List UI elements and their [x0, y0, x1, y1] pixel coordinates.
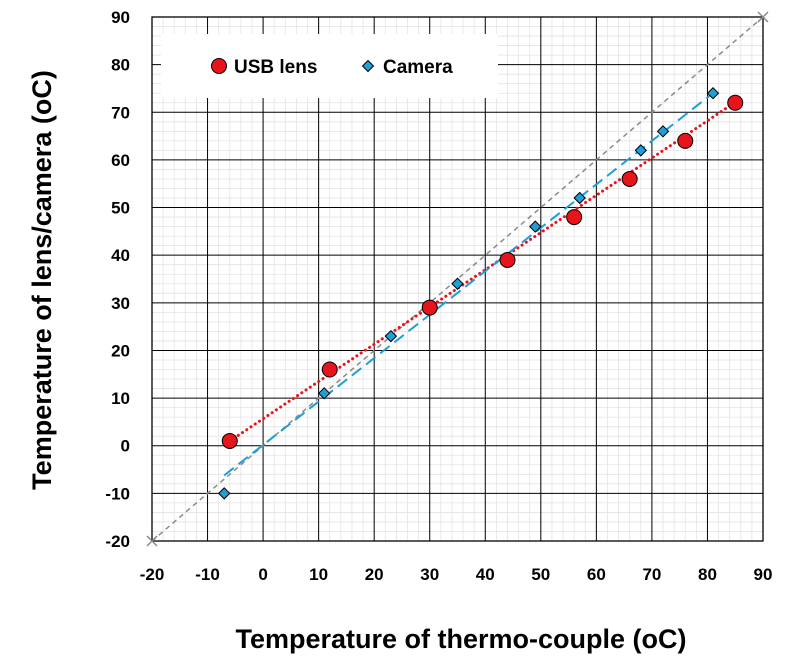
y-axis-title: Temperature of lens/camera (oC) [27, 70, 57, 490]
plot-area-border [151, 16, 764, 542]
minor-grid [152, 17, 763, 541]
camera-point [384, 329, 398, 343]
x-tick-label: 50 [531, 565, 550, 584]
legend-marker-usb-lens [211, 58, 227, 74]
usb-lens-point [727, 94, 744, 111]
reference-line-end-marker [757, 11, 769, 23]
x-tick-label: 30 [420, 565, 439, 584]
x-tick-label: -20 [140, 565, 165, 584]
y-tick-label: 40 [111, 246, 130, 265]
legend-label-camera: Camera [383, 57, 453, 78]
camera-point [656, 125, 670, 138]
y-tick-label: 10 [111, 389, 130, 408]
y-tick-label: 60 [111, 151, 130, 170]
x-tick-label: 40 [476, 565, 495, 584]
y-tick-label: -10 [105, 484, 130, 503]
reference-line-group [146, 11, 769, 547]
y-tick-label: 80 [111, 56, 130, 75]
y-tick-label: -20 [105, 532, 130, 551]
x-tick-label: -10 [195, 565, 220, 584]
tick-labels-group: -20 -10 0 10 20 30 40 50 60 70 80 90 -20 -10 0 10 20 30 40… [105, 8, 772, 584]
legend-label-usb-lens: USB lens [234, 57, 317, 78]
camera-point [218, 487, 231, 500]
camera-point [634, 144, 648, 157]
usb-lens-point [566, 209, 583, 226]
data-marks-group [218, 87, 744, 500]
camera-point [529, 220, 542, 233]
major-grid [152, 17, 763, 541]
usb-lens-point [677, 132, 694, 149]
x-tick-label: 0 [258, 565, 267, 584]
y-tick-label: 50 [111, 199, 130, 218]
y-tick-label: 20 [111, 341, 130, 360]
y-tick-label: 90 [111, 8, 130, 27]
x-tick-label: 20 [365, 565, 384, 584]
reference-line-diagonal [151, 16, 764, 542]
y-tick-label: 70 [111, 103, 130, 122]
x-tick-label: 90 [754, 565, 773, 584]
usb-lens-point [621, 170, 638, 187]
trendline-usb-lens [228, 100, 737, 443]
legend: USB lens Camera [161, 34, 498, 98]
x-tick-label: 80 [698, 565, 717, 584]
legend-marker-camera [361, 59, 375, 73]
x-tick-label: 10 [309, 565, 328, 584]
plot-border [151, 16, 764, 542]
camera-point [706, 87, 720, 100]
camera-point [573, 191, 586, 205]
trendline-camera [223, 92, 714, 477]
trendline-group [223, 92, 737, 477]
reference-line-end-marker [146, 535, 158, 547]
usb-lens-point [321, 361, 338, 378]
y-tick-label: 30 [111, 294, 130, 313]
camera-point [451, 277, 464, 290]
usb-lens-point [221, 432, 238, 449]
x-tick-label: 70 [642, 565, 661, 584]
usb-lens-point [421, 299, 438, 316]
y-tick-label: 0 [121, 437, 130, 456]
camera-point [317, 387, 331, 400]
x-tick-label: 60 [587, 565, 606, 584]
usb-lens-point [499, 251, 516, 268]
x-axis-title: Temperature of thermo-couple (oC) [235, 624, 686, 654]
